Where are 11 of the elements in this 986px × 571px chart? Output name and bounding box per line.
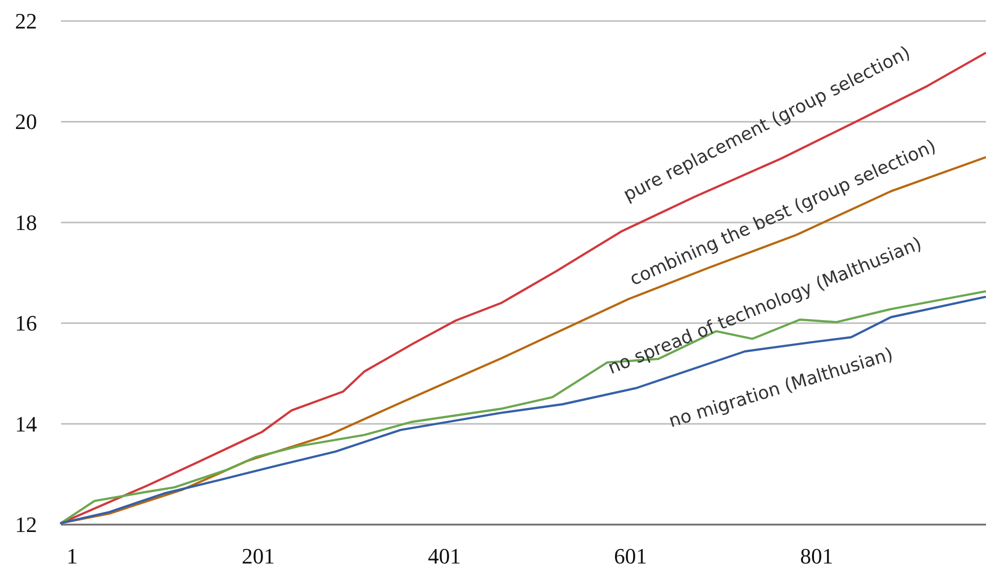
y-tick-label: 16	[15, 310, 37, 336]
x-tick-label: 401	[428, 544, 461, 568]
x-tick-label: 601	[614, 544, 648, 568]
y-tick-label: 18	[15, 210, 37, 235]
y-tick-label: 22	[15, 8, 37, 34]
x-tick-label: 801	[800, 544, 834, 568]
y-tick-label: 12	[15, 512, 37, 538]
x-tick-label: 201	[242, 544, 275, 568]
x-tick-label: 1	[66, 544, 78, 568]
y-tick-label: 14	[15, 411, 37, 436]
y-tick-label: 20	[15, 109, 37, 134]
